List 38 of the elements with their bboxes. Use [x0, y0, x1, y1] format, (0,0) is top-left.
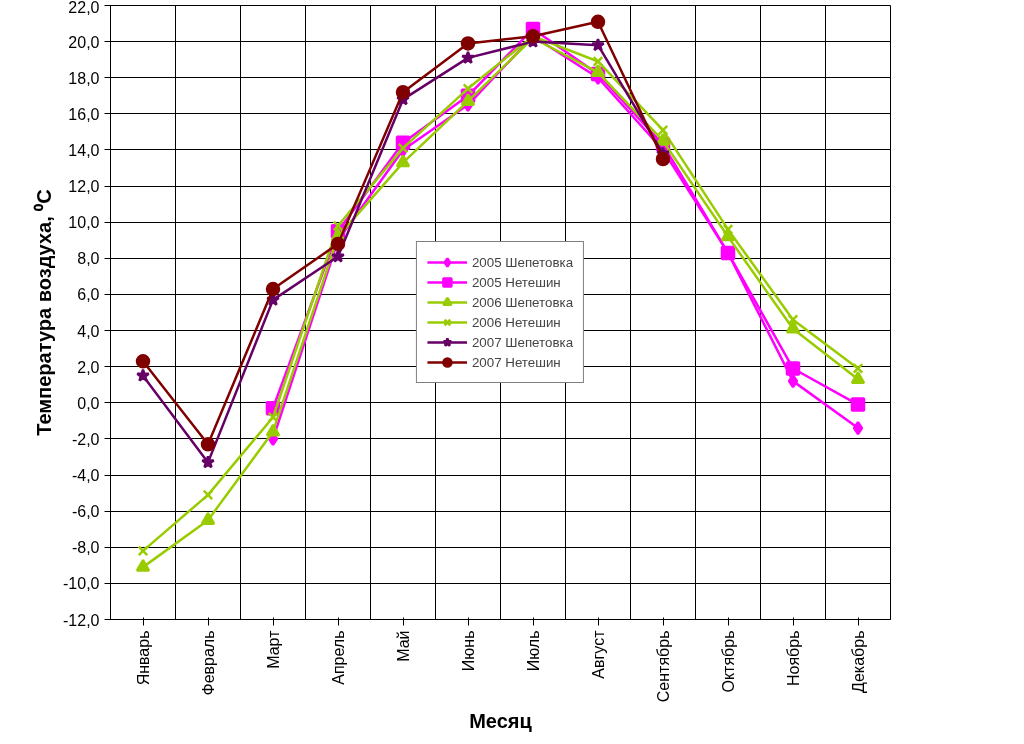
- y-axis-title: Температура воздуха, ⁰C: [33, 189, 56, 436]
- y-tick-label: 20,0: [68, 33, 100, 51]
- x-tick-label: Январь: [134, 630, 152, 686]
- x-axis-title: Месяц: [469, 710, 533, 733]
- y-tick-label: 4,0: [77, 322, 100, 340]
- legend-label: 2007 Шепетовка: [471, 334, 574, 350]
- legend-label: 2005 Нетешин: [471, 274, 561, 290]
- x-tick-label: Март: [264, 629, 282, 669]
- y-tick-label: 12,0: [68, 178, 100, 196]
- y-tick-label: 18,0: [68, 69, 100, 87]
- y-tick-label: -6,0: [71, 503, 100, 521]
- x-tick-label: Февраль: [199, 630, 217, 696]
- legend-label: 2007 Нетешин: [471, 354, 561, 370]
- y-tick-label: -12,0: [63, 611, 100, 629]
- x-tick-label: Ноябрь: [784, 630, 802, 687]
- x-tick-label: Октябрь: [719, 630, 737, 693]
- x-tick-label: Август: [589, 629, 607, 679]
- y-tick-label: -8,0: [71, 539, 100, 557]
- y-tick-label: 10,0: [68, 214, 100, 232]
- y-tick-label: 6,0: [77, 286, 100, 304]
- x-tick-label: Июль: [524, 630, 542, 672]
- x-tick-label: Май: [394, 630, 412, 662]
- y-tick-label: 0,0: [77, 394, 100, 412]
- y-tick-label: 14,0: [68, 141, 100, 159]
- legend-label: 2006 Нетешин: [471, 314, 561, 330]
- y-tick-label: -10,0: [63, 575, 100, 593]
- legend-label: 2006 Шепетовка: [471, 294, 574, 310]
- x-tick-label: Июнь: [459, 630, 477, 672]
- x-tick-label: Апрель: [329, 630, 347, 685]
- x-tick-label: Сентябрь: [654, 630, 672, 703]
- legend-label: 2005 Шепетовка: [471, 254, 574, 270]
- y-tick-label: 22,0: [68, 0, 100, 16]
- y-tick-label: 8,0: [77, 250, 100, 268]
- y-tick-label: -4,0: [71, 467, 100, 485]
- y-tick-label: 16,0: [68, 105, 100, 123]
- x-tick-label: Декабрь: [849, 630, 867, 693]
- y-tick-label: -2,0: [71, 430, 100, 448]
- y-tick-label: 2,0: [77, 358, 100, 376]
